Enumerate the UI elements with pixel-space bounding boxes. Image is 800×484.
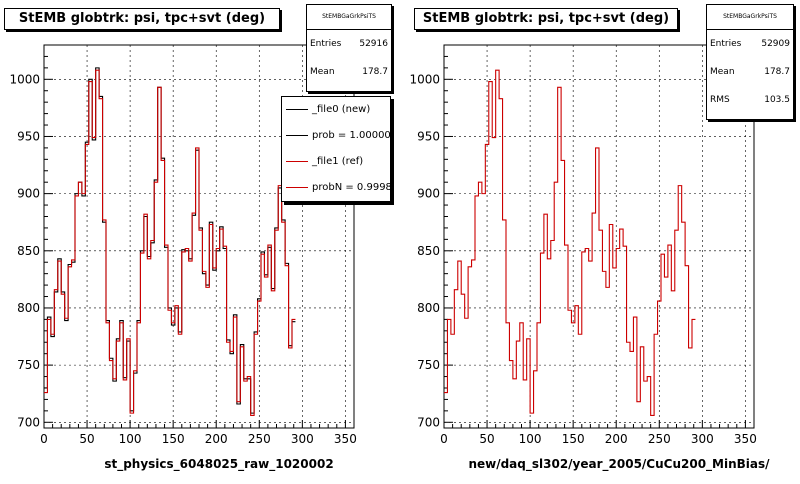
left-y-tick-label-900: 900 [17, 187, 40, 201]
right-x-tick-label-250: 250 [648, 432, 671, 446]
legend-label-prob: prob = 1.000000 [312, 130, 391, 141]
left-stats-name: StEMBGaGrkPsiTS [307, 5, 391, 30]
right-y-tick-label-950: 950 [417, 129, 440, 143]
legend-line-ref [286, 161, 308, 162]
legend-entry-probn: probN = 0.99985 [282, 175, 390, 201]
left-y-tick-label-750: 750 [17, 358, 40, 372]
right-y-tick-label-750: 750 [417, 358, 440, 372]
legend-entry-ref: _file1 (ref) [282, 149, 390, 175]
legend-line-prob [286, 135, 308, 136]
left-stats-entries-label: Entries [310, 39, 342, 49]
left-stats-mean-value: 178.7 [362, 67, 388, 77]
right-x-tick-label-300: 300 [691, 432, 714, 446]
right-x-tick-label-100: 100 [519, 432, 542, 446]
left-legend: _file0 (new) prob = 1.000000 _file1 (ref… [281, 96, 391, 202]
legend-label-probn: probN = 0.99985 [312, 182, 391, 193]
right-stats-entries: Entries 52909 [707, 30, 793, 58]
right-x-tick-label-350: 350 [734, 432, 757, 446]
left-stats-box: StEMBGaGrkPsiTS Entries 52916 Mean 178.7 [306, 4, 392, 92]
left-x-tick-label-0: 0 [40, 432, 48, 446]
left-y-tick-label-850: 850 [17, 244, 40, 258]
right-plot-title: StEMB globtrk: psi, tpc+svt (deg) [414, 8, 678, 30]
right-stats-box: StEMBGaGrkPsiTS Entries 52909 Mean 178.7… [706, 4, 794, 120]
right-stats-entries-value: 52909 [761, 39, 790, 49]
right-series-ref [444, 69, 696, 416]
right-x-tick-label-150: 150 [562, 432, 585, 446]
left-y-tick-label-700: 700 [17, 415, 40, 429]
left-y-tick-label-950: 950 [17, 129, 40, 143]
right-y-tick-label-850: 850 [417, 244, 440, 258]
right-x-tick-label-0: 0 [440, 432, 448, 446]
left-x-tick-label-300: 300 [291, 432, 314, 446]
right-stats-name: StEMBGaGrkPsiTS [707, 5, 793, 30]
right-y-tick-label-1000: 1000 [409, 72, 440, 86]
left-y-tick-label-1000: 1000 [9, 72, 40, 86]
right-y-tick-label-900: 900 [417, 187, 440, 201]
left-stats-mean: Mean 178.7 [307, 58, 391, 86]
legend-line-new [286, 109, 308, 110]
legend-entry-new: _file0 (new) [282, 97, 390, 123]
right-x-axis-label: new/daq_sl302/year_2005/CuCu200_MinBias/ [468, 457, 770, 472]
right-stats-rms-value: 103.5 [764, 95, 790, 105]
right-x-tick-label-200: 200 [605, 432, 628, 446]
right-x-tick-label-50: 50 [479, 432, 494, 446]
left-x-tick-label-200: 200 [205, 432, 228, 446]
right-stats-entries-label: Entries [710, 39, 742, 49]
left-x-tick-label-250: 250 [248, 432, 271, 446]
left-x-tick-label-150: 150 [162, 432, 185, 446]
left-x-axis-label: st_physics_6048025_raw_1020002 [104, 457, 333, 472]
legend-label-ref: _file1 (ref) [312, 156, 364, 167]
right-stats-mean: Mean 178.7 [707, 58, 793, 86]
legend-entry-prob: prob = 1.000000 [282, 123, 390, 149]
left-x-tick-label-50: 50 [79, 432, 94, 446]
legend-label-new: _file0 (new) [312, 104, 371, 115]
left-plot-title: StEMB globtrk: psi, tpc+svt (deg) [4, 8, 280, 30]
left-stats-entries-value: 52916 [359, 39, 388, 49]
right-stats-mean-label: Mean [710, 67, 735, 77]
left-x-tick-label-100: 100 [119, 432, 142, 446]
right-stats-rms: RMS 103.5 [707, 86, 793, 114]
right-stats-mean-value: 178.7 [764, 67, 790, 77]
legend-line-probn [286, 187, 308, 188]
left-stats-entries: Entries 52916 [307, 30, 391, 58]
left-y-tick-label-800: 800 [17, 301, 40, 315]
right-y-tick-label-800: 800 [417, 301, 440, 315]
left-stats-mean-label: Mean [310, 67, 335, 77]
right-stats-rms-label: RMS [710, 95, 730, 105]
left-x-tick-label-350: 350 [334, 432, 357, 446]
right-y-tick-label-700: 700 [417, 415, 440, 429]
left-series-ref [44, 69, 296, 416]
